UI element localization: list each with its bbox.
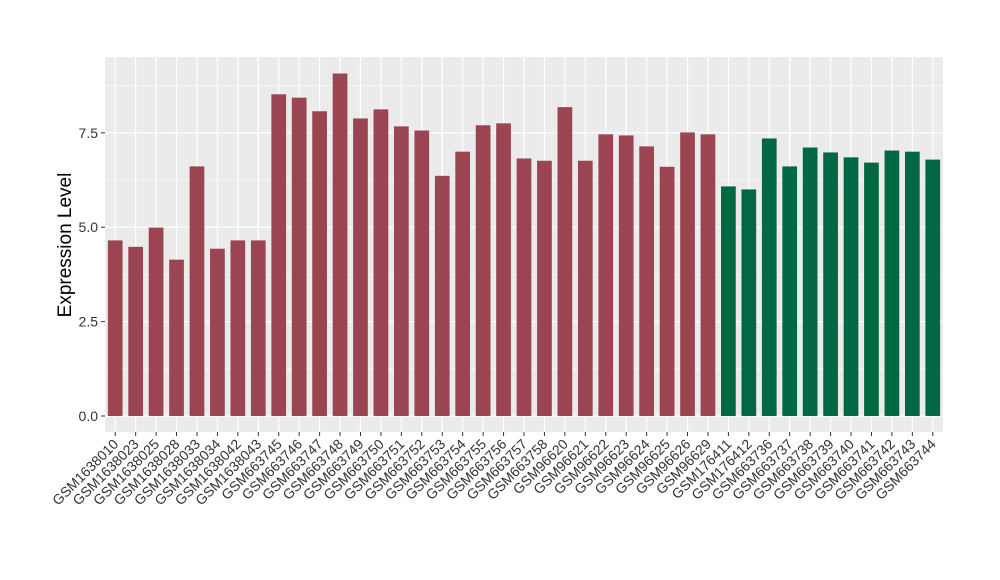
bar-gsm663748 (332, 73, 348, 417)
bar-gsm1638010 (107, 240, 123, 416)
bar-gsm176412 (741, 189, 757, 416)
y-tick-label: 0.0 (79, 408, 99, 424)
bar-gsm1638034 (210, 248, 225, 416)
bar-gsm96626 (680, 132, 695, 416)
bar-gsm663738 (802, 147, 818, 416)
bar-gsm663753 (434, 175, 450, 416)
bar-gsm663746 (291, 97, 307, 416)
bar-gsm663750 (373, 109, 389, 417)
bar-gsm663744 (925, 159, 941, 416)
bar-gsm663739 (823, 152, 838, 417)
bar-gsm96620 (557, 107, 573, 416)
bar-gsm176411 (721, 186, 736, 416)
bar-gsm1638042 (230, 240, 246, 416)
bar-gsm96624 (639, 146, 654, 416)
y-axis-title: Expression Level (55, 173, 76, 318)
bar-gsm663745 (271, 94, 287, 417)
bar-gsm1638025 (148, 227, 164, 416)
bar-gsm663758 (537, 160, 552, 416)
bar-gsm663742 (884, 150, 900, 417)
bar-gsm663743 (904, 151, 920, 416)
bar-gsm663754 (455, 151, 471, 416)
bar-gsm663757 (516, 158, 532, 416)
bar-gsm663755 (475, 125, 491, 417)
y-tick-label: 7.5 (79, 125, 99, 141)
y-tick-label: 5.0 (79, 219, 99, 235)
bar-gsm96625 (659, 166, 675, 416)
bar-gsm1638043 (250, 240, 266, 416)
bar-gsm663737 (782, 166, 798, 416)
bar-gsm1638033 (189, 166, 205, 416)
bar-gsm1638023 (128, 246, 144, 416)
bar-gsm1638028 (169, 259, 184, 416)
bar-gsm663749 (353, 118, 368, 416)
bar-gsm96629 (700, 134, 716, 416)
y-tick-label: 2.5 (79, 314, 99, 330)
bar-gsm96621 (577, 160, 593, 416)
bar-gsm663741 (864, 162, 879, 416)
bar-gsm96623 (618, 135, 634, 416)
bar-gsm663747 (312, 111, 327, 417)
bar-gsm663752 (414, 130, 430, 416)
bar-gsm96622 (598, 134, 614, 416)
x-axis: GSM1638010GSM1638023GSM1638025GSM1638028… (49, 432, 939, 508)
y-axis: 0.0 2.5 5.0 7.5 (79, 125, 105, 424)
bar-gsm663756 (496, 123, 511, 417)
bar-gsm663736 (761, 138, 777, 417)
bar-gsm663740 (843, 157, 859, 416)
bars (107, 73, 941, 417)
bar-gsm663751 (394, 126, 409, 416)
